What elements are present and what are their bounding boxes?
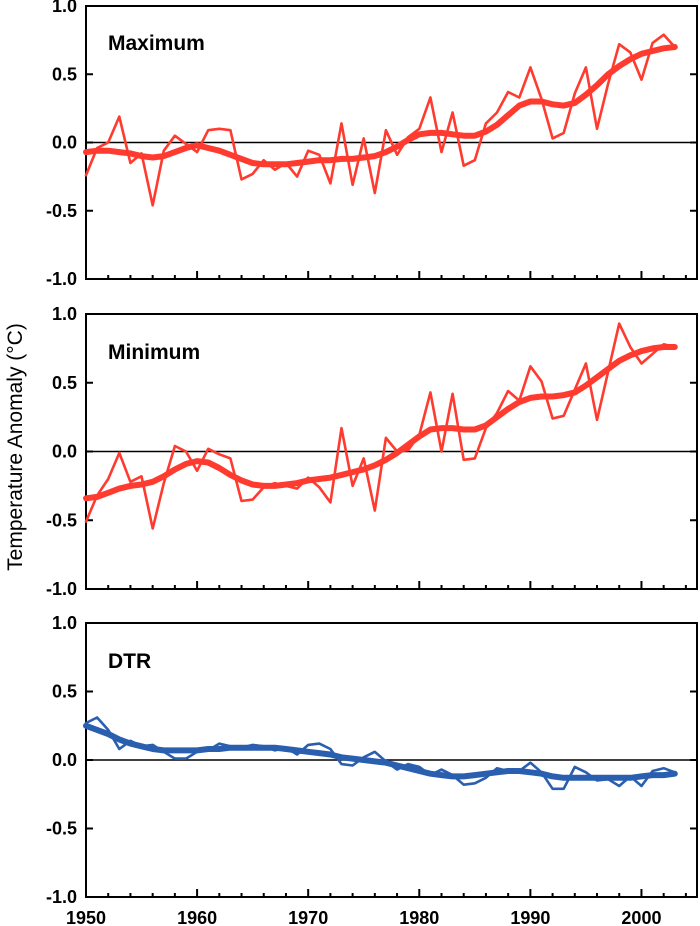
series-annual-minimum <box>84 322 677 530</box>
y-tick-label: 1.0 <box>52 0 77 16</box>
y-tick-label: 1.0 <box>52 304 77 324</box>
y-tick-label: 0.5 <box>52 64 77 84</box>
y-tick-label: 1.0 <box>52 613 77 633</box>
y-tick-label: -1.0 <box>46 887 77 907</box>
panel-dtr: -1.0 -0.5 0.0 0.5 1.0 1950 1960 1970 1980 1990 200… <box>46 613 698 926</box>
y-tick-label: 0.5 <box>52 373 77 393</box>
x-tick-label: 1990 <box>510 908 550 926</box>
y-tick-label: -1.0 <box>46 269 77 289</box>
panel-minimum: -1.0 -0.5 0.0 0.5 1.0 Minimum <box>46 304 698 599</box>
y-tick-label: -0.5 <box>46 510 77 530</box>
x-tick-label: 1960 <box>177 908 217 926</box>
y-tick-label: 0.0 <box>52 442 77 462</box>
y-tick-label: -0.5 <box>46 201 77 221</box>
panel-title: Minimum <box>108 341 200 364</box>
series-annual-dtr <box>84 716 677 791</box>
series-annual-maximum <box>84 33 677 207</box>
x-tick-label: 1970 <box>288 908 328 926</box>
y-tick-label: -0.5 <box>46 819 77 839</box>
y-tick-label: -1.0 <box>46 579 77 599</box>
x-tick-label: 1980 <box>399 908 439 926</box>
series-smoothed-minimum <box>83 344 678 502</box>
x-tick-label: 1950 <box>66 908 106 926</box>
y-axis-label: Temperature Anomaly (°C) <box>4 323 27 571</box>
series-smoothed-maximum <box>83 44 678 168</box>
panel-title: DTR <box>108 650 151 673</box>
y-tick-label: 0.0 <box>52 750 77 770</box>
x-tick-label: 2000 <box>621 908 661 926</box>
panel-maximum: -1.0 -0.5 0.0 0.5 1.0 Maximum <box>46 0 698 289</box>
panels: -1.0 -0.5 0.0 0.5 1.0 Maximum -1.0 -0.5 0.0 0.5 1.… <box>46 0 698 926</box>
series-smoothed-dtr <box>83 722 678 781</box>
panel-title: Maximum <box>108 32 205 55</box>
y-tick-label: 0.5 <box>52 682 77 702</box>
y-tick-label: 0.0 <box>52 133 77 153</box>
